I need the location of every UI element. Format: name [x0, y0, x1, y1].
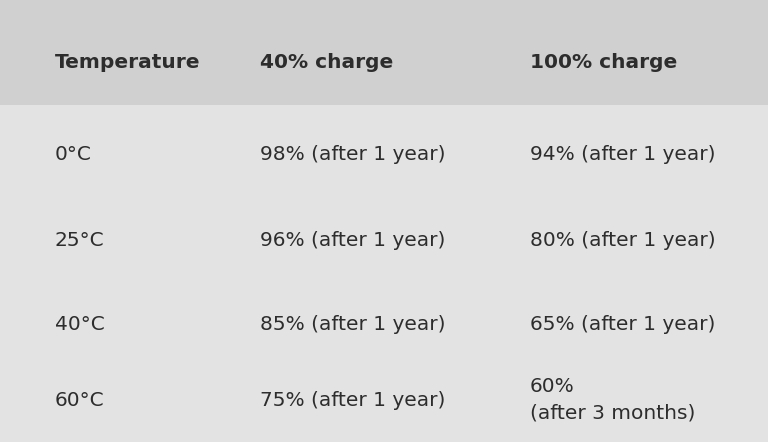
Text: 60%
(after 3 months): 60% (after 3 months) — [530, 377, 695, 423]
Text: 40°C: 40°C — [55, 316, 104, 335]
Text: 60°C: 60°C — [55, 390, 104, 409]
Text: 85% (after 1 year): 85% (after 1 year) — [260, 316, 445, 335]
Text: 100% charge: 100% charge — [530, 53, 677, 72]
Text: 98% (after 1 year): 98% (after 1 year) — [260, 145, 445, 164]
Text: 0°C: 0°C — [55, 145, 92, 164]
Text: 65% (after 1 year): 65% (after 1 year) — [530, 316, 715, 335]
Text: 40% charge: 40% charge — [260, 53, 393, 72]
Text: 96% (after 1 year): 96% (after 1 year) — [260, 230, 445, 249]
Text: 94% (after 1 year): 94% (after 1 year) — [530, 145, 716, 164]
Text: 75% (after 1 year): 75% (after 1 year) — [260, 390, 445, 409]
Bar — [0, 0, 768, 105]
Text: 80% (after 1 year): 80% (after 1 year) — [530, 230, 716, 249]
Text: Temperature: Temperature — [55, 53, 200, 72]
Text: 25°C: 25°C — [55, 230, 104, 249]
